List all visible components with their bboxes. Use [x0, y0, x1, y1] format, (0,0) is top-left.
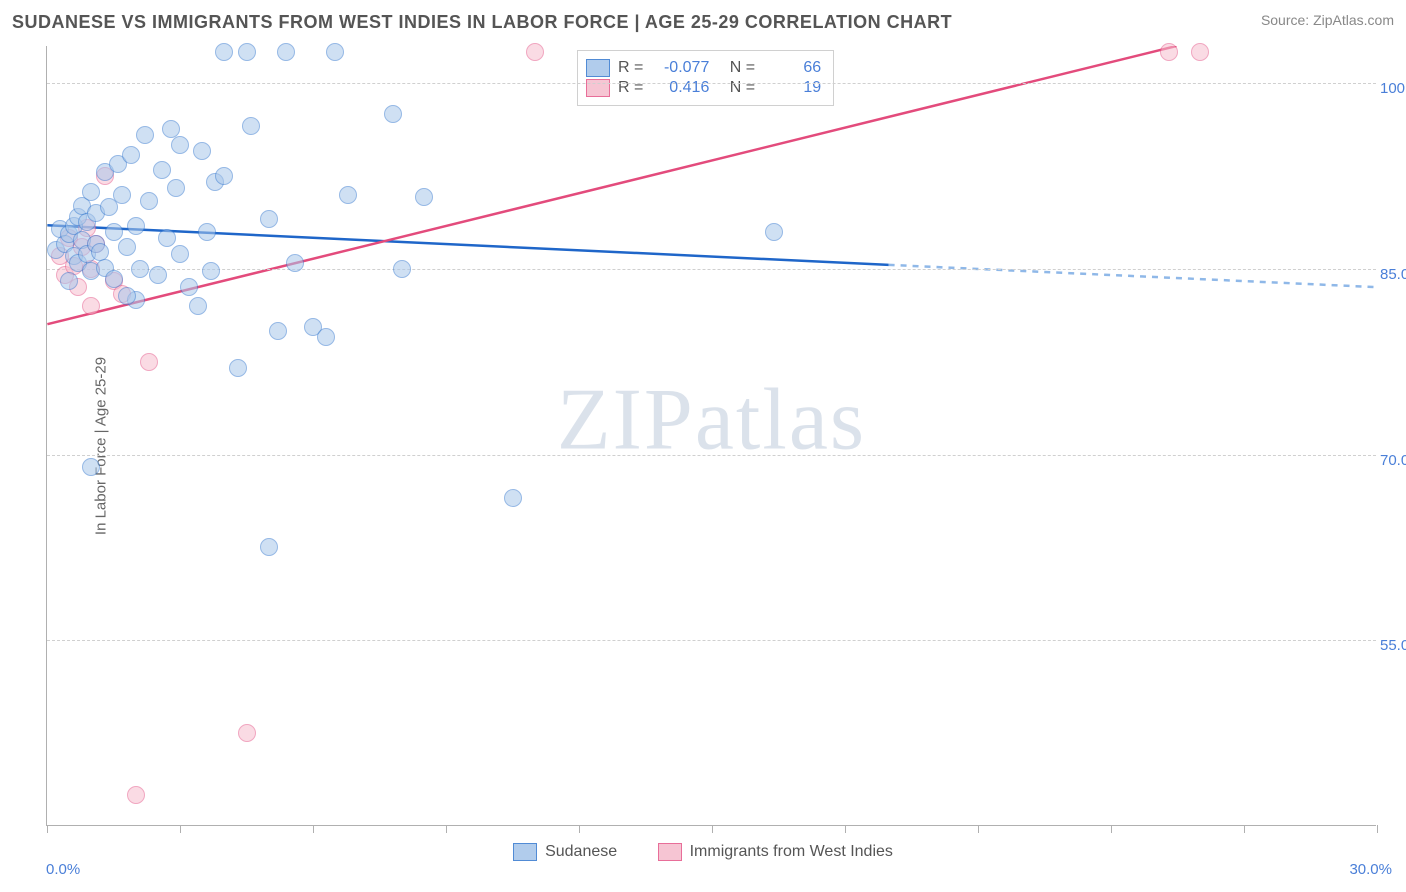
y-tick-label: 70.0%	[1380, 452, 1406, 469]
blue-point	[339, 186, 357, 204]
x-tick	[446, 825, 447, 833]
series-legend: Sudanese Immigrants from West Indies	[0, 843, 1406, 866]
legend-item-blue: Sudanese	[513, 843, 617, 861]
scatter-plot-area: ZIPatlas R = -0.077 N = 66 R = 0.416 N =…	[46, 46, 1376, 826]
pink-point	[1191, 43, 1209, 61]
pink-swatch	[658, 843, 682, 861]
y-tick-label: 55.0%	[1380, 637, 1406, 654]
blue-point	[202, 262, 220, 280]
n-value-blue: 66	[763, 59, 821, 77]
x-axis-max-label: 30.0%	[1349, 861, 1392, 878]
pink-point	[140, 353, 158, 371]
blue-point	[260, 210, 278, 228]
r-label: R =	[618, 59, 643, 77]
blue-point	[415, 188, 433, 206]
n-value-pink: 19	[763, 79, 821, 97]
blue-point	[82, 183, 100, 201]
blue-point	[171, 245, 189, 263]
pink-point	[127, 786, 145, 804]
blue-point	[384, 105, 402, 123]
blue-point	[105, 270, 123, 288]
pink-point	[82, 297, 100, 315]
stats-row-blue: R = -0.077 N = 66	[586, 59, 821, 77]
legend-label-pink: Immigrants from West Indies	[690, 843, 893, 861]
chart-title: SUDANESE VS IMMIGRANTS FROM WEST INDIES …	[12, 12, 952, 32]
x-tick	[978, 825, 979, 833]
blue-point	[317, 328, 335, 346]
r-value-pink: 0.416	[651, 79, 709, 97]
blue-point	[167, 179, 185, 197]
pink-swatch	[586, 79, 610, 97]
x-tick	[180, 825, 181, 833]
blue-point	[504, 489, 522, 507]
x-tick	[313, 825, 314, 833]
x-tick	[712, 825, 713, 833]
blue-point	[215, 43, 233, 61]
blue-point	[149, 266, 167, 284]
blue-point	[158, 229, 176, 247]
source-label: Source:	[1261, 12, 1309, 28]
source-attribution: Source: ZipAtlas.com	[1261, 12, 1394, 28]
y-tick-label: 100.0%	[1380, 80, 1406, 97]
gridline	[47, 83, 1376, 84]
blue-point	[180, 278, 198, 296]
source-link[interactable]: ZipAtlas.com	[1313, 12, 1394, 28]
blue-point	[118, 238, 136, 256]
x-axis-min-label: 0.0%	[46, 861, 80, 878]
blue-point	[238, 43, 256, 61]
gridline	[47, 640, 1376, 641]
blue-point	[326, 43, 344, 61]
blue-point	[193, 142, 211, 160]
blue-point	[113, 186, 131, 204]
regression-lines-layer	[47, 46, 1376, 825]
blue-point	[105, 223, 123, 241]
legend-item-pink: Immigrants from West Indies	[658, 843, 893, 861]
blue-point	[229, 359, 247, 377]
blue-point	[765, 223, 783, 241]
blue-point	[127, 217, 145, 235]
x-tick	[845, 825, 846, 833]
blue-point	[260, 538, 278, 556]
y-tick-label: 85.0%	[1380, 266, 1406, 283]
blue-point	[136, 126, 154, 144]
x-tick	[579, 825, 580, 833]
blue-point	[269, 322, 287, 340]
blue-point	[140, 192, 158, 210]
blue-point	[131, 260, 149, 278]
blue-swatch	[513, 843, 537, 861]
blue-swatch	[586, 59, 610, 77]
legend-label-blue: Sudanese	[545, 843, 617, 861]
pink-point	[526, 43, 544, 61]
pink-point	[238, 724, 256, 742]
blue-point	[118, 287, 136, 305]
x-tick	[1244, 825, 1245, 833]
pink-point	[1160, 43, 1178, 61]
x-tick	[1111, 825, 1112, 833]
blue-point	[286, 254, 304, 272]
x-tick	[47, 825, 48, 833]
gridline	[47, 269, 1376, 270]
blue-point	[277, 43, 295, 61]
blue-point	[122, 146, 140, 164]
blue-point	[60, 272, 78, 290]
n-label: N =	[730, 79, 755, 97]
r-value-blue: -0.077	[651, 59, 709, 77]
blue-point	[198, 223, 216, 241]
blue-point	[215, 167, 233, 185]
gridline	[47, 455, 1376, 456]
x-tick	[1377, 825, 1378, 833]
blue-point	[82, 458, 100, 476]
stats-row-pink: R = 0.416 N = 19	[586, 79, 821, 97]
blue-point	[189, 297, 207, 315]
blue-point	[153, 161, 171, 179]
n-label: N =	[730, 59, 755, 77]
stats-legend-box: R = -0.077 N = 66 R = 0.416 N = 19	[577, 50, 834, 106]
blue-point	[171, 136, 189, 154]
blue-point	[393, 260, 411, 278]
r-label: R =	[618, 79, 643, 97]
blue-point	[242, 117, 260, 135]
